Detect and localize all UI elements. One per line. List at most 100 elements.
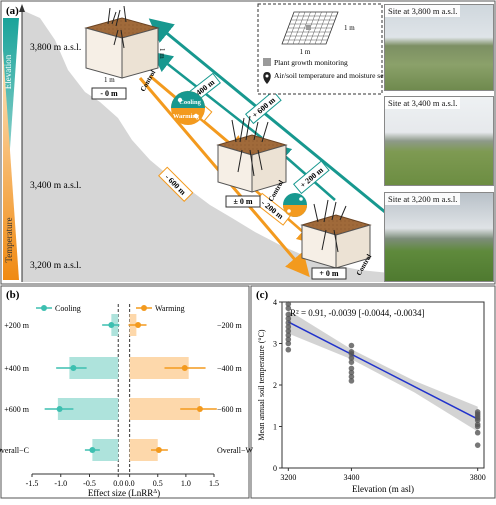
warm-category-1: −400 m: [217, 364, 243, 373]
data-point-13: [348, 351, 355, 357]
badge-warming-text: Warming: [173, 113, 200, 120]
warm-xtick-label-3: 1.5: [209, 479, 219, 488]
cool-category-3: Overall−C: [0, 446, 29, 455]
data-point-1: [285, 305, 292, 312]
data-point-0: [285, 301, 292, 307]
treatment-badge-small: [283, 193, 307, 217]
cool-bar-3: [92, 439, 119, 461]
legend-sensor-text: Air/soil temperature and moisture sensor: [274, 71, 397, 80]
c-ytick-label-3: 3: [273, 340, 277, 349]
cool-point-3: [89, 447, 96, 453]
c-ytick-label-1: 1: [273, 423, 277, 432]
site-label-3800: 3,800 m a.s.l.: [30, 43, 81, 53]
warm-bar-3: [129, 439, 158, 461]
panel-c-annotation: R² = 0.91, -0.0039 [-0.0044, -0.0034]: [290, 308, 425, 318]
warm-xtick-label-1: 0.5: [153, 479, 163, 488]
data-point-26: [474, 423, 481, 430]
data-point-14: [348, 355, 355, 361]
cool-xtick-label-2: -0.5: [83, 479, 96, 488]
panel-b-frame: [0, 285, 250, 499]
panel-b-chart: Cooling Warming +200 m +400 m +600 m Overall−…: [0, 304, 254, 498]
data-point-5: [285, 324, 292, 330]
warm-point-2: [196, 406, 203, 412]
elevation-label: Elevation: [3, 54, 13, 89]
panel-c-ylabel: Mean annual soil temperature (°C): [257, 329, 266, 440]
panel-b-xlabel: Effect size (LnRRΔ): [88, 488, 160, 498]
warm-category-2: −600 m: [217, 405, 243, 414]
warm-bar-1: [129, 357, 189, 379]
legend-warm-marker: [141, 305, 147, 311]
plot-3200-label: + 0 m: [319, 269, 339, 278]
data-point-11: [348, 342, 355, 349]
photo-caption-3800: Site at 3,800 m a.s.l.: [385, 5, 461, 17]
plot-3400-label: ± 0 m: [233, 197, 252, 206]
warm-xtick-label-2: 1.0: [181, 479, 191, 488]
legend-cool-marker: [41, 305, 47, 311]
data-point-8: [285, 336, 292, 343]
data-point-4: [285, 319, 292, 326]
panel-b-label: (b): [6, 289, 20, 301]
legend-box: [257, 3, 383, 95]
c-xtick-label-0: 3200: [280, 473, 296, 482]
cool-point-2: [56, 406, 63, 412]
panel-a-label: (a): [6, 5, 19, 17]
badge-cooling-text: Cooling: [179, 99, 201, 106]
mountain-slope: [22, 10, 470, 282]
monitoring-swatch-icon: [263, 58, 271, 66]
warm-xtick-label-0: 0.0: [125, 479, 135, 488]
plot-box-3200: + 0 m Control: [300, 199, 373, 280]
cool-category-1: +400 m: [4, 364, 30, 373]
data-point-9: [285, 340, 292, 347]
photo-site-3400: Site at 3,400 m a.s.l.: [384, 96, 494, 186]
legend-cool-label: Cooling: [55, 304, 81, 313]
warm-point-0: [135, 322, 142, 328]
arrow-cooling-600: [148, 18, 386, 214]
warm-category-0: −200 m: [217, 321, 243, 330]
plot-3800-depth: 1 m: [158, 48, 166, 59]
site-label-3200: 3,200 m a.s.l.: [30, 261, 81, 271]
c-ytick-label-4: 4: [273, 298, 277, 307]
axis-arrow-icon: [19, 4, 25, 12]
photo-site-3200: Site at 3,200 m a.s.l.: [384, 192, 494, 282]
grid-icon: [281, 11, 339, 45]
sensor-pin-icon: [263, 72, 271, 84]
treatment-badge-large: Cooling Warming: [171, 91, 205, 125]
photo-caption-3200: Site at 3,200 m a.s.l.: [385, 193, 461, 205]
data-point-16: [348, 365, 355, 372]
plot-box-3400: ± 0 m Control: [216, 115, 288, 208]
data-point-2: [285, 311, 292, 318]
cool-xtick-label-0: -1.5: [26, 479, 39, 488]
legend-sensor: Air/soil temperature and moisture sensor: [274, 71, 397, 80]
warm-category-3: Overall−W: [217, 446, 254, 455]
data-point-27: [474, 429, 481, 436]
arrow-label-plus600-group: + 600 m: [245, 90, 282, 125]
data-point-10: [285, 346, 292, 353]
panel-c-frame: [250, 285, 496, 499]
cool-xtick-label-3: 0.0: [113, 479, 123, 488]
c-ytick-label-0: 0: [273, 464, 277, 473]
regression-line: [287, 321, 479, 420]
panel-c-label: (c): [256, 289, 269, 301]
panel-c-chart: 3200 3400 3800 0 1 2 3 4 Elevation (m asl) Mean a…: [257, 298, 486, 494]
data-point-19: [348, 378, 355, 384]
photo-site-3800: Site at 3,800 m a.s.l.: [384, 4, 494, 91]
data-point-18: [348, 373, 355, 380]
cool-xtick-label-1: -1.0: [54, 479, 67, 488]
c-xtick-label-2: 3800: [470, 473, 486, 482]
c-ytick-label-2: 2: [273, 381, 277, 390]
cool-bar-2: [57, 398, 119, 420]
photo-caption-3400: Site at 3,400 m a.s.l.: [385, 97, 461, 109]
panel-c-xlabel: Elevation (m asl): [352, 484, 414, 494]
legend-grid-width: 1 m: [300, 48, 311, 56]
temperature-label: Temperature: [4, 217, 14, 262]
plot-3800-label: - 0 m: [100, 89, 118, 98]
plot-3800-side: 1 m: [104, 76, 115, 84]
data-point-15: [348, 359, 355, 365]
legend-grid-height: 1 m: [344, 24, 355, 32]
cool-point-0: [108, 322, 115, 328]
site-label-3400: 3,400 m a.s.l.: [30, 181, 81, 191]
cool-category-2: +600 m: [4, 405, 30, 414]
temperature-wedge: [3, 50, 19, 280]
